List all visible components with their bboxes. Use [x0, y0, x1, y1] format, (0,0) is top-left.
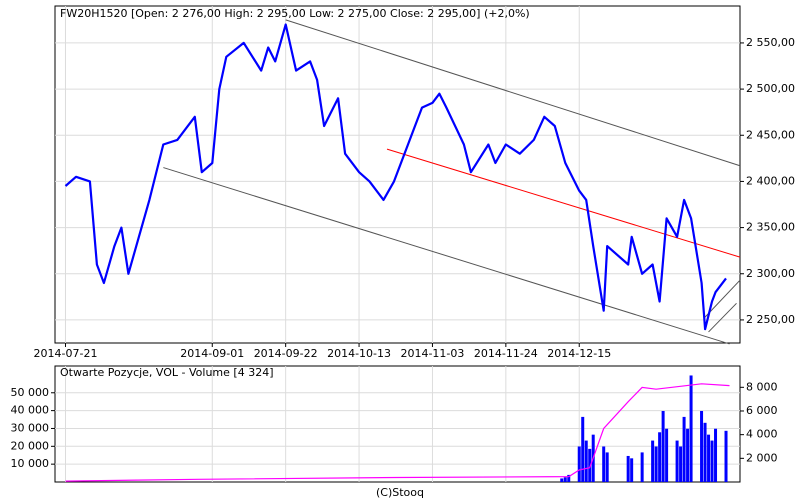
volume-bar [563, 477, 567, 482]
price-line [64, 23, 727, 331]
volume-bar [602, 446, 606, 482]
volume-bar [682, 416, 686, 482]
footer: (C)Stooq [376, 486, 424, 499]
volume-bar [700, 410, 704, 482]
volume-bar [686, 428, 690, 482]
trend-line [163, 167, 730, 345]
x-tick-label: 2014-11-03 [400, 347, 464, 360]
x-tick-label: 2014-09-01 [180, 347, 244, 360]
y-tick-label: 2 250,00 [746, 313, 795, 326]
trend-line [386, 148, 741, 258]
y2-tick-label: 2 000 [746, 451, 778, 464]
chart-title: FW20H1520 [Open: 2 276,00 High: 2 295,00… [60, 7, 530, 20]
y-tick-label: 40 000 [11, 404, 50, 417]
y2-tick-label: 4 000 [746, 428, 778, 441]
x-tick-label: 2014-12-15 [547, 347, 611, 360]
y-tick-label: 2 350,00 [746, 221, 795, 234]
y-tick-label: 2 500,00 [746, 82, 795, 95]
y-tick-label: 2 400,00 [746, 174, 795, 187]
volume-bar [654, 446, 658, 482]
volume-bar [679, 446, 683, 482]
open-interest-line [65, 383, 730, 482]
volume-panel [54, 365, 741, 483]
volume-bar [588, 448, 592, 482]
y-tick-label: 2 300,00 [746, 267, 795, 280]
y-tick-label: 50 000 [11, 386, 50, 399]
volume-bar [605, 452, 609, 482]
volume-bar [658, 432, 662, 482]
volume-bar [707, 434, 711, 482]
volume-bar [714, 428, 718, 482]
volume-bar [703, 422, 707, 482]
volume-bar [626, 455, 630, 482]
y-tick-label: 2 550,00 [746, 36, 795, 49]
y2-tick-label: 6 000 [746, 404, 778, 417]
volume-bar [665, 428, 669, 482]
volume-bar [577, 446, 581, 482]
x-tick-label: 2014-11-24 [474, 347, 538, 360]
x-tick-label: 2014-07-21 [34, 347, 98, 360]
volume-bar [567, 474, 571, 482]
volume-bar [640, 452, 644, 482]
y-tick-label: 10 000 [11, 457, 50, 470]
trend-line [704, 279, 741, 318]
volume-bar [584, 440, 588, 482]
volume-bar [560, 478, 564, 482]
marks: 2014-07-21 2014-09-01 2014-09-22 2014-10-13… [11, 6, 795, 482]
volume-bar [710, 440, 714, 482]
volume-bar [651, 440, 655, 482]
volume-bar [675, 440, 679, 482]
volume-bar [581, 416, 585, 482]
y2-tick-label: 8 000 [746, 380, 778, 393]
y-tick-label: 2 450,00 [746, 128, 795, 141]
volume-bar [630, 458, 634, 482]
trend-line [285, 19, 741, 167]
volume-bar [689, 375, 693, 482]
volume-bar [724, 430, 728, 482]
volume-bar [661, 410, 665, 482]
y-tick-label: 30 000 [11, 421, 50, 434]
y-tick-label: 20 000 [11, 439, 50, 452]
x-tick-label: 2014-10-13 [327, 347, 391, 360]
volume-title: Otwarte Pozycje, VOL - Volume [4 324] [60, 366, 274, 379]
trend-line [708, 302, 737, 333]
x-tick-label: 2014-09-22 [254, 347, 318, 360]
